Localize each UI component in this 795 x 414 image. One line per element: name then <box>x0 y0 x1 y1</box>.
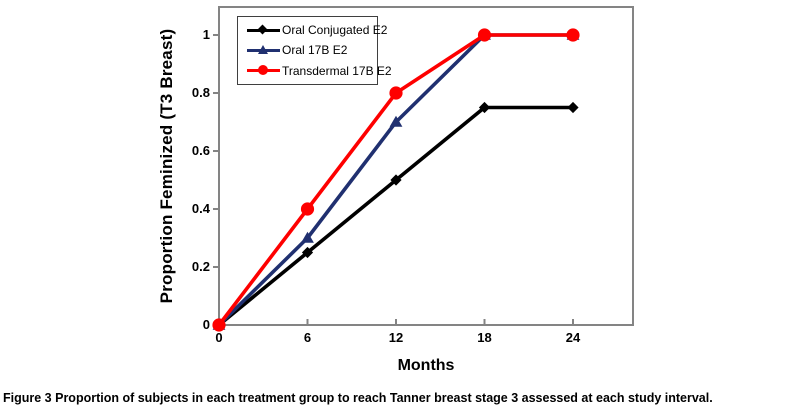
y-tick-label: 0.8 <box>191 85 210 100</box>
figure-caption-text: Proportion of subjects in each treatment… <box>55 391 713 405</box>
circle-marker-icon <box>389 86 403 100</box>
triangle-marker-icon <box>301 231 314 243</box>
figure-caption: Figure 3 Proportion of subjects in each … <box>3 391 795 405</box>
legend-item-transdermal-17b-e2: Transdermal 17B E2 <box>247 61 392 80</box>
circle-marker-icon <box>566 28 580 42</box>
legend-label: Oral 17B E2 <box>282 43 348 58</box>
circle-marker-icon <box>257 65 268 76</box>
triangle-marker-icon <box>258 44 268 54</box>
legend-swatch <box>247 43 280 57</box>
legend-label: Transdermal 17B E2 <box>282 63 392 78</box>
x-axis-title: Months <box>397 357 455 374</box>
legend: Oral Conjugated E2 Oral 17B E2 Transderm… <box>237 16 392 85</box>
circle-marker-icon <box>212 318 226 332</box>
legend-swatch <box>247 64 280 78</box>
diamond-marker-icon <box>567 101 579 114</box>
triangle-marker-icon <box>389 115 403 127</box>
figure-caption-label: Figure 3 <box>3 391 52 405</box>
x-tick-label: 18 <box>477 330 492 345</box>
circle-marker-icon <box>300 202 315 216</box>
diamond-marker-icon <box>301 246 314 259</box>
plot-frame <box>218 6 634 326</box>
x-tick-label: 24 <box>565 330 581 345</box>
legend-item-oral-17b-e2: Oral 17B E2 <box>247 41 375 60</box>
legend-swatch <box>247 23 280 37</box>
y-tick-label: 0.4 <box>191 201 210 216</box>
diamond-marker-icon <box>257 24 268 35</box>
x-tick-label: 12 <box>388 330 404 345</box>
y-tick-label: 0.6 <box>191 143 210 158</box>
x-tick-label: 0 <box>215 330 223 345</box>
x-tick-label: 6 <box>303 330 312 345</box>
y-tick-label: 1 <box>202 27 210 42</box>
diamond-marker-icon <box>390 174 402 186</box>
legend-item-oral-conjugated-e2: Oral Conjugated E2 <box>247 21 387 40</box>
circle-marker-icon <box>477 28 492 42</box>
legend-label: Oral Conjugated E2 <box>282 23 388 38</box>
diamond-marker-icon <box>478 101 491 114</box>
series-line-0 <box>217 105 575 327</box>
y-tick-label: 0 <box>202 317 210 332</box>
y-tick-label: 0.2 <box>191 259 210 274</box>
